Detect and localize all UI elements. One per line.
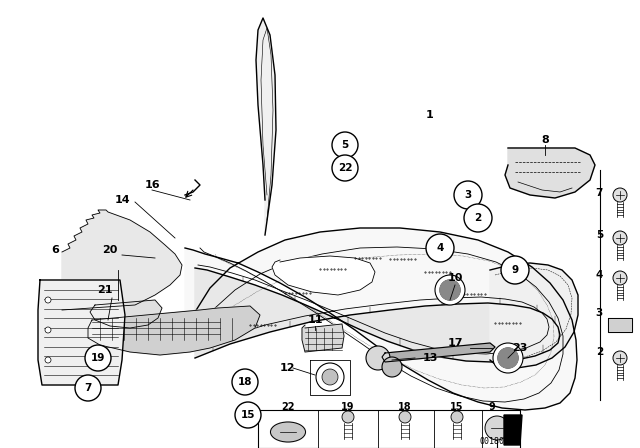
Text: 9: 9	[511, 265, 518, 275]
Polygon shape	[38, 280, 125, 385]
Text: 00180580: 00180580	[480, 437, 520, 446]
Circle shape	[426, 234, 454, 262]
Polygon shape	[272, 256, 375, 295]
Polygon shape	[88, 306, 260, 355]
Text: 3: 3	[596, 308, 603, 318]
Circle shape	[382, 357, 402, 377]
Circle shape	[440, 280, 460, 300]
Text: 8: 8	[541, 135, 549, 145]
Circle shape	[45, 327, 51, 333]
Circle shape	[366, 346, 390, 370]
Polygon shape	[302, 324, 344, 352]
Text: 5: 5	[596, 230, 603, 240]
Text: 2: 2	[596, 347, 603, 357]
Circle shape	[451, 411, 463, 423]
Text: 22: 22	[338, 163, 352, 173]
Text: 13: 13	[422, 353, 438, 363]
Polygon shape	[608, 318, 632, 332]
Circle shape	[613, 231, 627, 245]
Text: 14: 14	[114, 195, 130, 205]
Polygon shape	[185, 228, 577, 410]
Polygon shape	[490, 263, 578, 368]
Circle shape	[399, 411, 411, 423]
Text: 19: 19	[341, 402, 355, 412]
Circle shape	[332, 132, 358, 158]
Text: 22: 22	[281, 402, 295, 412]
Polygon shape	[256, 18, 276, 235]
Text: 12: 12	[279, 363, 295, 373]
Circle shape	[235, 402, 261, 428]
Polygon shape	[505, 148, 595, 198]
Text: 15: 15	[241, 410, 255, 420]
Circle shape	[485, 416, 509, 440]
Ellipse shape	[271, 422, 305, 442]
Circle shape	[613, 188, 627, 202]
Polygon shape	[195, 268, 560, 362]
Polygon shape	[90, 300, 162, 328]
Text: 23: 23	[512, 343, 528, 353]
Text: 2: 2	[474, 213, 482, 223]
Text: 21: 21	[97, 285, 113, 295]
Circle shape	[440, 280, 460, 300]
Polygon shape	[382, 343, 495, 362]
Text: 3: 3	[465, 190, 472, 200]
Polygon shape	[504, 415, 522, 445]
Circle shape	[613, 271, 627, 285]
Text: 17: 17	[447, 338, 463, 348]
Circle shape	[435, 275, 465, 305]
Text: 18: 18	[398, 402, 412, 412]
Circle shape	[493, 343, 523, 373]
Circle shape	[85, 345, 111, 371]
Text: 5: 5	[341, 140, 349, 150]
Circle shape	[322, 369, 338, 385]
Circle shape	[498, 348, 518, 368]
Text: 20: 20	[102, 245, 118, 255]
Text: 9: 9	[488, 402, 495, 412]
Circle shape	[342, 411, 354, 423]
Text: 7: 7	[596, 188, 603, 198]
Text: 1: 1	[426, 110, 434, 120]
Circle shape	[501, 256, 529, 284]
Text: 7: 7	[84, 383, 92, 393]
Text: 16: 16	[144, 180, 160, 190]
Circle shape	[454, 181, 482, 209]
Text: 18: 18	[237, 377, 252, 387]
Text: 19: 19	[91, 353, 105, 363]
Circle shape	[613, 351, 627, 365]
Circle shape	[332, 155, 358, 181]
Circle shape	[232, 369, 258, 395]
Text: 6: 6	[51, 245, 59, 255]
Circle shape	[464, 204, 492, 232]
Circle shape	[75, 375, 101, 401]
Text: 10: 10	[447, 273, 463, 283]
Circle shape	[45, 357, 51, 363]
Circle shape	[45, 297, 51, 303]
Circle shape	[316, 363, 344, 391]
Text: 11: 11	[307, 315, 323, 325]
Text: 4: 4	[596, 270, 603, 280]
Polygon shape	[62, 210, 182, 310]
Text: 4: 4	[436, 243, 444, 253]
Text: 15: 15	[451, 402, 464, 412]
Circle shape	[498, 348, 518, 368]
